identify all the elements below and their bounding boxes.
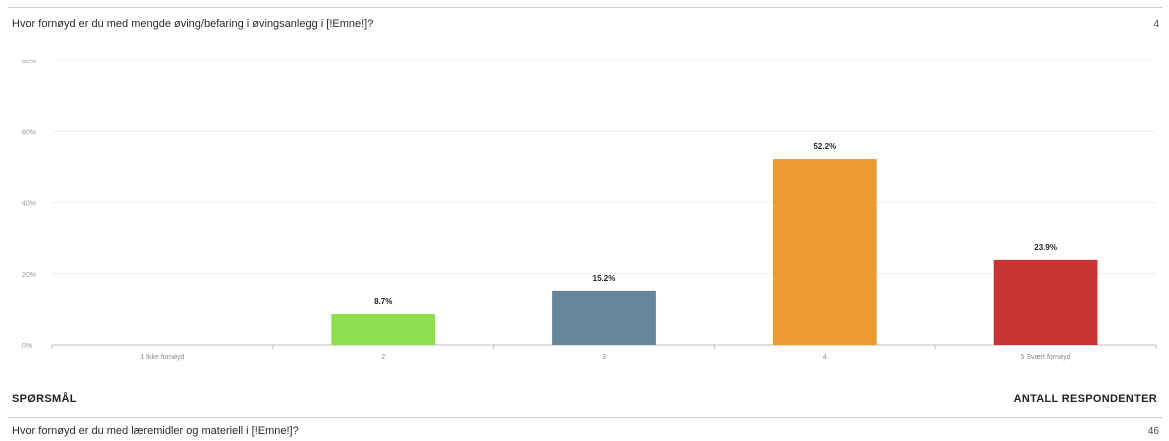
respondent-count: 4: [1153, 19, 1159, 30]
bar: [993, 259, 1098, 345]
data-label: 8.7%: [374, 297, 392, 306]
bar-chart: 0% 20% 40% 60% 80% 1 Ikke fornøyd 8.7% 2 15.2% 3 5…: [22, 60, 1157, 361]
footer-respondents-label: ANTALL RESPONDENTER: [1013, 393, 1157, 405]
bar: [552, 290, 656, 345]
next-respondent-count: 46: [1147, 426, 1159, 437]
y-tick-label: 0%: [22, 343, 32, 350]
footer-questions-label: SPØRSMÅL: [12, 393, 77, 405]
y-tick-label: 60%: [22, 129, 36, 136]
x-tick-label: 2: [381, 354, 385, 361]
bottom-divider: [8, 417, 1163, 418]
x-tick-label: 4: [823, 354, 827, 361]
top-divider: [8, 7, 1163, 8]
data-label: 52.2%: [813, 142, 836, 151]
bar: [772, 159, 877, 345]
y-tick-label: 80%: [22, 60, 36, 65]
x-tick-label: 5 Svært fornøyd: [1021, 354, 1071, 361]
bar: [331, 314, 436, 345]
question-title: Hvor fornøyd er du med mengde øving/befa…: [12, 18, 374, 30]
y-tick-label: 40%: [22, 201, 36, 208]
data-label: 15.2%: [593, 274, 616, 283]
next-question-title: Hvor fornøyd er du med læremidler og mat…: [12, 425, 299, 437]
x-tick-label: 3: [602, 354, 606, 361]
y-tick-label: 20%: [22, 272, 36, 279]
x-tick-label: 1 Ikke fornøyd: [140, 354, 184, 361]
data-label: 23.9%: [1034, 243, 1057, 252]
